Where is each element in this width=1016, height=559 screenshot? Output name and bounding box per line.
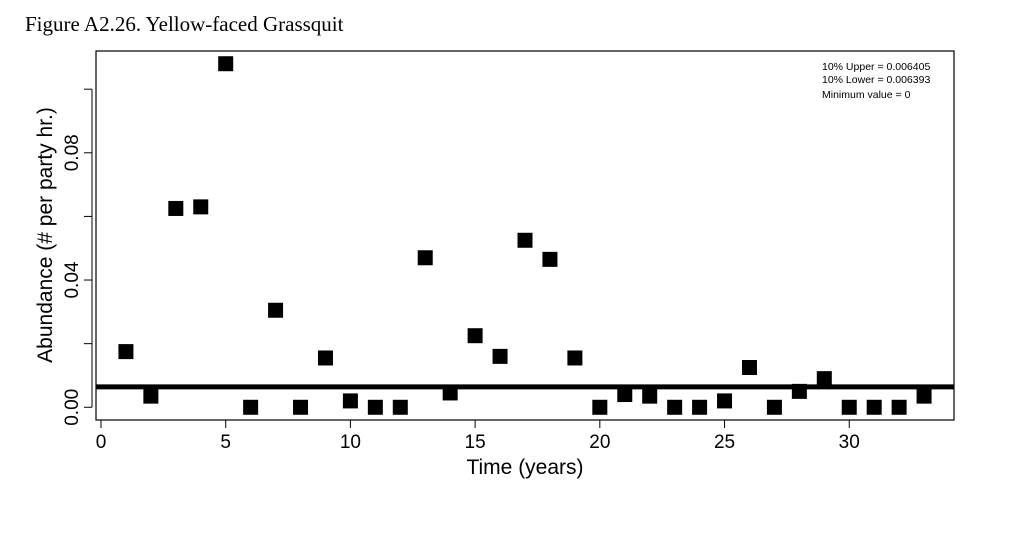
data-point — [517, 232, 533, 248]
x-tick-label: 10 — [340, 432, 361, 453]
data-point — [692, 399, 708, 415]
x-tick-label: 5 — [220, 432, 231, 453]
data-point — [816, 371, 832, 387]
data-point — [367, 399, 383, 415]
data-point — [841, 399, 857, 415]
x-tick-label: 15 — [465, 432, 486, 453]
annotation-minimum: Minimum value = 0 — [822, 89, 911, 101]
data-point — [118, 344, 134, 360]
data-point — [717, 393, 733, 409]
y-tick-label: 0.08 — [62, 134, 83, 171]
data-point — [417, 250, 433, 266]
annotation-upper: 10% Upper = 0.006405 — [822, 61, 930, 73]
data-point — [392, 399, 408, 415]
y-tick-label: 0.00 — [62, 389, 83, 426]
data-point — [766, 399, 782, 415]
data-point — [268, 302, 284, 318]
data-point — [193, 199, 209, 215]
data-point — [143, 388, 159, 404]
data-point — [592, 399, 608, 415]
x-tick-label: 0 — [96, 432, 107, 453]
data-point — [467, 328, 483, 344]
data-point — [866, 399, 882, 415]
data-point — [243, 399, 259, 415]
data-point — [542, 251, 558, 267]
data-point — [442, 385, 458, 401]
data-point — [791, 383, 807, 399]
data-point — [342, 393, 358, 409]
data-point — [891, 399, 907, 415]
data-point — [667, 399, 683, 415]
data-point — [642, 388, 658, 404]
data-point — [168, 200, 184, 216]
y-axis-label: Abundance (# per party hr.) — [34, 107, 57, 363]
data-point — [492, 348, 508, 364]
x-axis-label: Time (years) — [466, 456, 583, 479]
data-point — [741, 360, 757, 376]
data-point — [317, 350, 333, 366]
y-tick-label: 0.04 — [62, 261, 83, 298]
x-tick-label: 30 — [839, 432, 860, 453]
data-point — [218, 56, 234, 72]
data-point — [916, 388, 932, 404]
data-point — [293, 399, 309, 415]
data-point — [617, 387, 633, 403]
data-point — [567, 350, 583, 366]
annotation-lower: 10% Lower = 0.006393 — [822, 74, 930, 86]
legend-box: 10% Upper = 0.006405 10% Lower = 0.00639… — [822, 61, 930, 101]
figure-title: Figure A2.26. Yellow-faced Grassquit — [25, 12, 344, 36]
x-tick-label: 20 — [589, 432, 610, 453]
x-tick-label: 25 — [714, 432, 735, 453]
